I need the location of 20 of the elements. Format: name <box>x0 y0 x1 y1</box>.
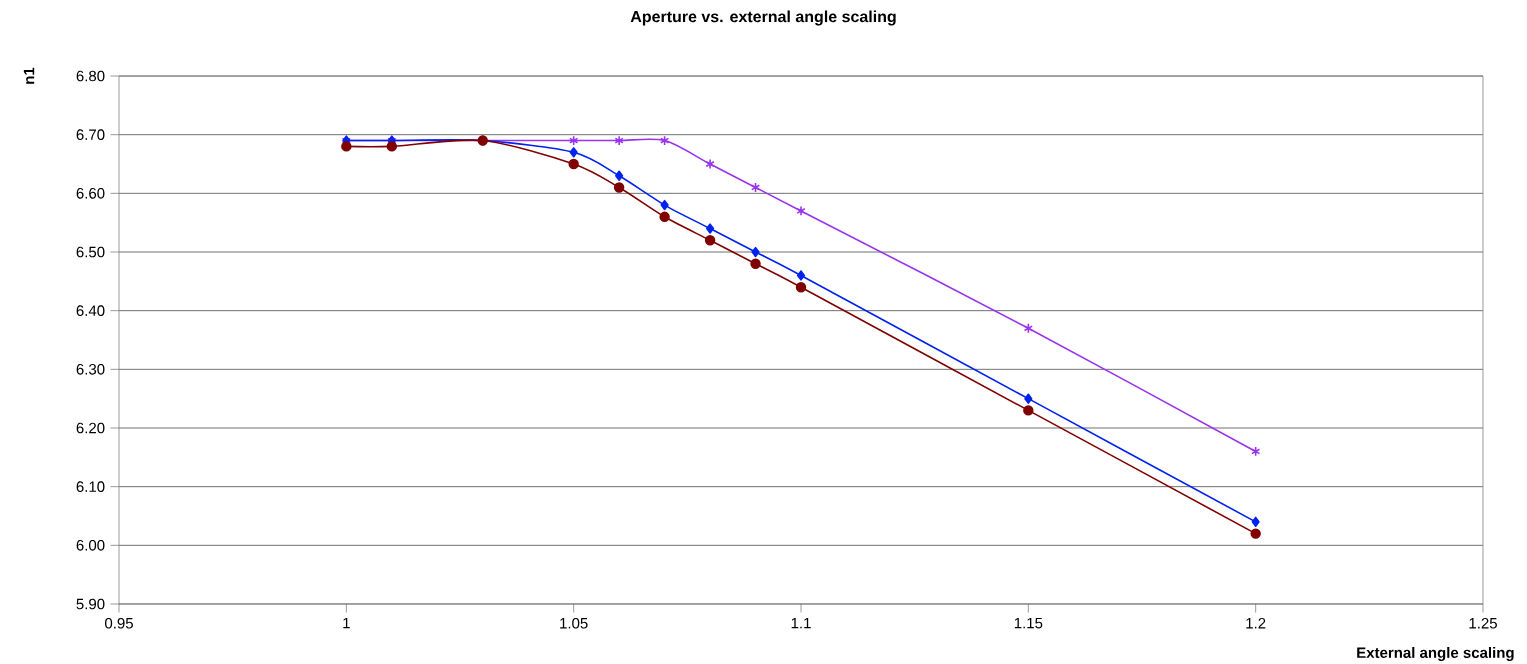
x-axis-title: External angle scaling <box>1357 646 1514 661</box>
x-tick-label: 1 <box>343 617 350 629</box>
y-tick-label: 6.50 <box>76 246 105 258</box>
y-tick-label: 6.40 <box>76 305 105 316</box>
chart-title: Aperture vs. external angle scaling <box>630 10 896 26</box>
x-tick-label: 1.1 <box>791 617 811 629</box>
y-tick-label: 6.60 <box>76 188 105 199</box>
x-tick-label: 1.05 <box>560 617 588 629</box>
y-tick-label: 6.70 <box>76 129 105 140</box>
y-tick-label: 6.30 <box>76 364 105 375</box>
x-tick-label: 1.25 <box>1469 617 1497 629</box>
y-tick-label: 5.90 <box>76 598 105 610</box>
x-tick-label: 1.2 <box>1246 617 1266 629</box>
x-tick-label: 1.15 <box>1014 617 1043 629</box>
y-tick-label: 6.20 <box>76 422 105 434</box>
x-tick-label: 0.95 <box>105 617 133 629</box>
y-tick-label: 6.10 <box>76 481 105 492</box>
y-tick-label: 6.00 <box>76 540 105 551</box>
y-tick-label: 6.80 <box>76 70 105 82</box>
y-axis-title: n1 <box>23 67 35 84</box>
